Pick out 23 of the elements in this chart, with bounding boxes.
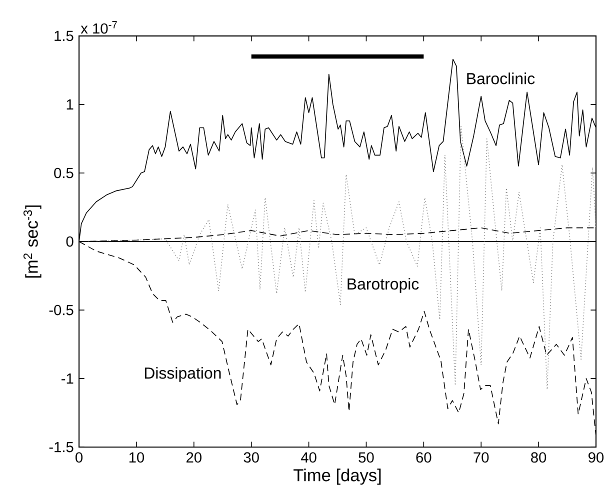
x-tick-label: 90 <box>588 452 604 463</box>
series-label: Barotropic <box>348 278 419 293</box>
y-tick-label: -1.5 <box>49 442 74 452</box>
x-tick-label: 50 <box>358 452 374 463</box>
x-tick-label: 20 <box>186 452 202 463</box>
x-axis-title: Time [days] <box>294 468 381 485</box>
x-tick-label: 80 <box>531 452 546 463</box>
y-axis-title: [m$^{2}$ sec$^{-3}$] <box>23 206 42 278</box>
series-label: Dissipation <box>144 367 221 382</box>
y-tick-label: 1 <box>66 100 74 110</box>
series-label: Baroclinic <box>467 72 535 84</box>
text: x 10$^{-7}$ <box>80 21 117 34</box>
y-tick-label: 0.5 <box>54 168 74 178</box>
y-tick-label: -0.5 <box>49 305 74 316</box>
x-tick-label: 0 <box>76 452 83 463</box>
x-tick-label: 10 <box>129 452 144 463</box>
x-tick-label: 40 <box>300 452 316 463</box>
y-tick-label: 0 <box>66 236 74 247</box>
x-tick-label: 70 <box>474 452 489 463</box>
y-tick-label: 1.5 <box>54 31 74 42</box>
x-tick-label: 30 <box>244 452 259 463</box>
y-tick-label: -1 <box>62 374 74 384</box>
x-tick-label: 60 <box>416 452 432 463</box>
